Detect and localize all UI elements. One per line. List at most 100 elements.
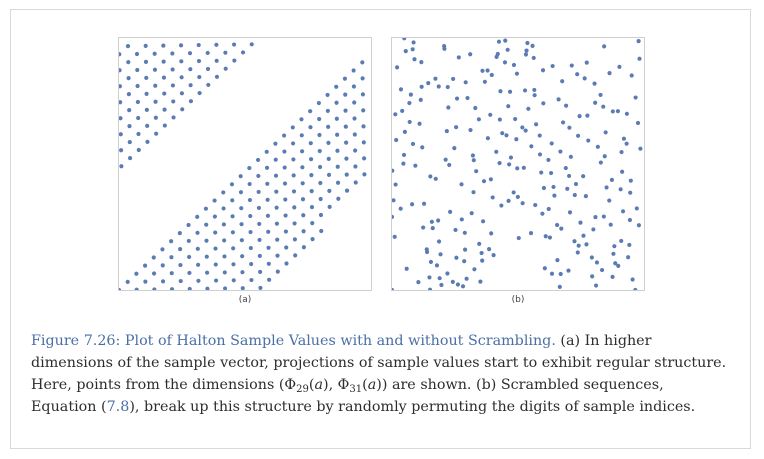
halton-point-b <box>445 271 450 276</box>
halton-point-b <box>589 255 594 260</box>
halton-point-b <box>463 247 468 252</box>
halton-point-a <box>308 157 314 162</box>
halton-point-b <box>577 114 582 119</box>
caption-math: (Φ29(a), Φ31(a)) <box>278 377 388 395</box>
halton-point-a <box>327 204 332 209</box>
halton-point-b <box>439 282 444 288</box>
halton-point-b <box>421 225 426 230</box>
halton-point-a <box>343 108 348 113</box>
halton-point-b <box>514 71 520 76</box>
halton-point-b <box>576 243 581 248</box>
halton-point-a <box>187 254 192 260</box>
halton-point-b <box>413 163 418 168</box>
halton-point-a <box>249 42 254 47</box>
halton-point-b <box>454 125 459 130</box>
halton-point-b <box>567 173 572 179</box>
halton-point-b <box>454 255 459 260</box>
halton-point-a <box>344 172 349 177</box>
halton-points-a <box>119 42 367 290</box>
halton-point-b <box>547 235 553 240</box>
halton-point-b <box>507 162 512 167</box>
halton-point-a <box>143 43 148 48</box>
halton-points-b <box>392 38 643 290</box>
halton-point-a <box>299 133 304 138</box>
halton-point-a <box>351 68 356 73</box>
halton-point-a <box>134 51 140 57</box>
halton-point-b <box>618 187 623 192</box>
figure-title-link[interactable]: Figure 7.26: Plot of Halton Sample Value… <box>31 333 556 349</box>
halton-point-a <box>170 51 175 56</box>
halton-point-b <box>591 227 596 232</box>
halton-point-b <box>516 235 521 241</box>
halton-point-b <box>593 215 598 220</box>
halton-point-a <box>162 123 167 128</box>
halton-point-b <box>549 271 555 276</box>
halton-point-b <box>451 76 456 81</box>
halton-point-b <box>552 193 557 198</box>
halton-point-a <box>145 139 150 144</box>
halton-point-a <box>291 141 296 146</box>
halton-point-b <box>436 84 441 89</box>
halton-point-b <box>628 190 633 195</box>
halton-point-a <box>179 59 184 64</box>
halton-point-b <box>610 274 615 279</box>
halton-point-b <box>497 117 502 122</box>
halton-point-b <box>494 149 499 154</box>
halton-point-b <box>460 284 466 289</box>
halton-point-b <box>564 103 569 108</box>
halton-point-b <box>607 71 612 76</box>
halton-point-b <box>430 226 435 231</box>
halton-point-a <box>169 239 174 244</box>
halton-point-b <box>393 182 398 187</box>
halton-point-b <box>508 155 514 160</box>
caption-text-3: ), break up this structure by randomly p… <box>129 399 696 415</box>
halton-point-a <box>361 140 366 145</box>
halton-point-b <box>403 49 408 54</box>
halton-point-b <box>526 106 531 111</box>
halton-point-a <box>265 181 270 186</box>
halton-point-a <box>256 189 261 195</box>
halton-point-b <box>635 120 641 126</box>
halton-point-b <box>488 177 493 182</box>
halton-point-a <box>135 83 140 89</box>
halton-point-a <box>290 125 295 130</box>
halton-point-b <box>603 130 608 135</box>
halton-point-a <box>136 115 141 121</box>
halton-point-b <box>561 120 566 125</box>
halton-point-b <box>470 153 475 158</box>
halton-point-b <box>489 231 494 236</box>
halton-point-a <box>169 271 174 276</box>
halton-point-a <box>188 67 193 72</box>
halton-point-a <box>344 188 350 193</box>
halton-point-b <box>541 185 546 191</box>
halton-point-b <box>480 258 485 263</box>
equation-link[interactable]: 7.8 <box>106 399 130 415</box>
halton-point-b <box>617 64 622 69</box>
halton-point-a <box>265 197 270 202</box>
halton-point-a <box>309 205 315 210</box>
halton-point-a <box>231 262 236 267</box>
halton-point-b <box>506 198 511 203</box>
halton-point-a <box>362 156 367 161</box>
halton-point-b <box>500 131 505 136</box>
halton-point-a <box>309 189 314 194</box>
halton-point-a <box>326 124 331 129</box>
halton-point-a <box>179 75 184 80</box>
halton-point-a <box>119 116 123 121</box>
halton-point-b <box>560 79 565 84</box>
halton-point-b <box>442 46 447 51</box>
halton-point-a <box>161 43 166 48</box>
halton-point-b <box>444 129 449 134</box>
halton-point-a <box>134 287 139 290</box>
halton-point-b <box>468 127 473 133</box>
halton-point-b <box>418 97 423 102</box>
halton-point-b <box>612 244 617 249</box>
halton-point-b <box>433 76 438 81</box>
halton-point-a <box>222 270 227 275</box>
halton-point-b <box>473 105 478 111</box>
halton-point-a <box>291 189 297 194</box>
halton-point-a <box>249 261 254 267</box>
halton-point-a <box>127 108 132 113</box>
halton-point-a <box>230 198 235 203</box>
halton-point-a <box>127 124 132 129</box>
